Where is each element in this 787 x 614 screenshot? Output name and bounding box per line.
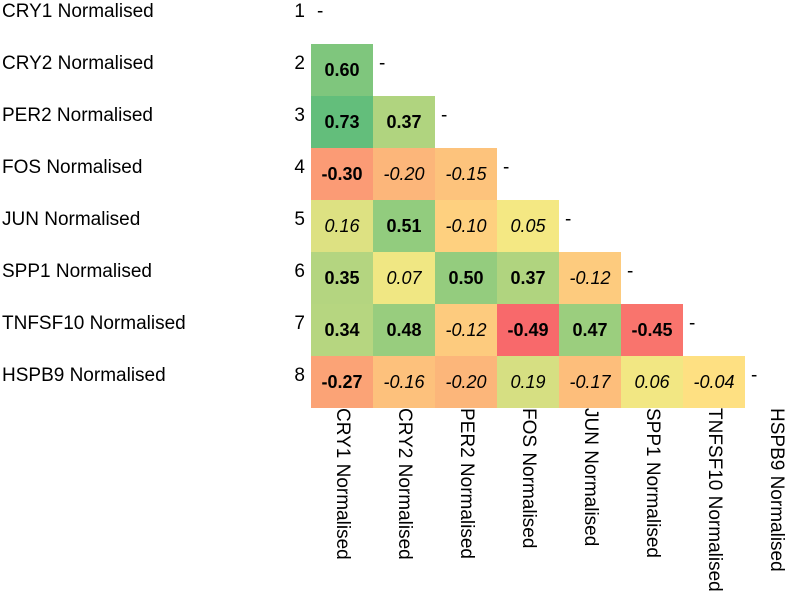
row-number-7: 7: [294, 313, 305, 334]
diagonal-marker-2: -: [379, 53, 386, 74]
diagonal-marker-8: -: [751, 365, 758, 386]
diagonal-marker-6: -: [627, 261, 634, 282]
heatmap-cell-r8-c3: -0.20: [435, 356, 497, 408]
heatmap-cell-r7-c2: 0.48: [373, 304, 435, 356]
heatmap-cell-r7-c3: -0.12: [435, 304, 497, 356]
column-label-tnfsf10-normalised: TNFSF10 Normalised: [697, 408, 731, 608]
heatmap-cell-r3-c1: 0.73: [311, 96, 373, 148]
heatmap-cell-r8-c1: -0.27: [311, 356, 373, 408]
diagonal-marker-7: -: [689, 313, 696, 334]
diagonal-marker-4: -: [503, 157, 510, 178]
column-label-cry2-normalised: CRY2 Normalised: [387, 408, 421, 608]
heatmap-cell-r8-c2: -0.16: [373, 356, 435, 408]
column-label-text: CRY1 Normalised: [332, 408, 353, 560]
diagonal-marker-1: -: [317, 1, 324, 22]
row-label-per2-normalised: PER2 Normalised: [2, 105, 153, 126]
row-label-spp1-normalised: SPP1 Normalised: [2, 261, 152, 282]
heatmap-cell-r4-c3: -0.15: [435, 148, 497, 200]
column-label-cry1-normalised: CRY1 Normalised: [325, 408, 359, 608]
row-label-fos-normalised: FOS Normalised: [2, 157, 143, 178]
heatmap-cell-r6-c1: 0.35: [311, 252, 373, 304]
column-label-text: FOS Normalised: [518, 408, 539, 549]
heatmap-cell-r2-c1: 0.60: [311, 44, 373, 96]
heatmap-cell-r6-c3: 0.50: [435, 252, 497, 304]
row-number-3: 3: [294, 105, 305, 126]
heatmap-cell-r8-c4: 0.19: [497, 356, 559, 408]
heatmap-cell-r8-c7: -0.04: [683, 356, 745, 408]
row-number-8: 8: [294, 365, 305, 386]
heatmap-cell-r5-c1: 0.16: [311, 200, 373, 252]
diagonal-marker-3: -: [441, 105, 448, 126]
column-label-text: HSPB9 Normalised: [766, 408, 787, 572]
diagonal-marker-5: -: [565, 209, 572, 230]
column-label-text: SPP1 Normalised: [642, 408, 663, 558]
heatmap-cell-r6-c5: -0.12: [559, 252, 621, 304]
row-number-5: 5: [294, 209, 305, 230]
heatmap-cell-r8-c6: 0.06: [621, 356, 683, 408]
heatmap-cell-r7-c6: -0.45: [621, 304, 683, 356]
column-label-jun-normalised: JUN Normalised: [573, 408, 607, 608]
heatmap-cell-r4-c1: -0.30: [311, 148, 373, 200]
heatmap-cell-r5-c4: 0.05: [497, 200, 559, 252]
column-label-text: JUN Normalised: [580, 408, 601, 547]
heatmap-cell-r6-c2: 0.07: [373, 252, 435, 304]
row-label-cry1-normalised: CRY1 Normalised: [2, 1, 154, 22]
row-label-hspb9-normalised: HSPB9 Normalised: [2, 365, 166, 386]
heatmap-cell-r7-c4: -0.49: [497, 304, 559, 356]
row-label-tnfsf10-normalised: TNFSF10 Normalised: [2, 313, 186, 334]
column-label-fos-normalised: FOS Normalised: [511, 408, 545, 608]
column-label-text: PER2 Normalised: [456, 408, 477, 559]
row-number-1: 1: [294, 1, 305, 22]
row-number-4: 4: [294, 157, 305, 178]
heatmap-cell-r7-c1: 0.34: [311, 304, 373, 356]
row-number-6: 6: [294, 261, 305, 282]
row-number-2: 2: [294, 53, 305, 74]
column-label-spp1-normalised: SPP1 Normalised: [635, 408, 669, 608]
heatmap-cell-r4-c2: -0.20: [373, 148, 435, 200]
column-label-per2-normalised: PER2 Normalised: [449, 408, 483, 608]
column-label-text: CRY2 Normalised: [394, 408, 415, 560]
row-label-jun-normalised: JUN Normalised: [2, 209, 141, 230]
heatmap-cell-r3-c2: 0.37: [373, 96, 435, 148]
heatmap-cell-r5-c3: -0.10: [435, 200, 497, 252]
heatmap-cell-r6-c4: 0.37: [497, 252, 559, 304]
column-label-hspb9-normalised: HSPB9 Normalised: [759, 408, 787, 608]
heatmap-cell-r8-c5: -0.17: [559, 356, 621, 408]
heatmap-cell-r7-c5: 0.47: [559, 304, 621, 356]
heatmap-cell-r5-c2: 0.51: [373, 200, 435, 252]
column-label-text: TNFSF10 Normalised: [704, 408, 725, 592]
row-label-cry2-normalised: CRY2 Normalised: [2, 53, 154, 74]
